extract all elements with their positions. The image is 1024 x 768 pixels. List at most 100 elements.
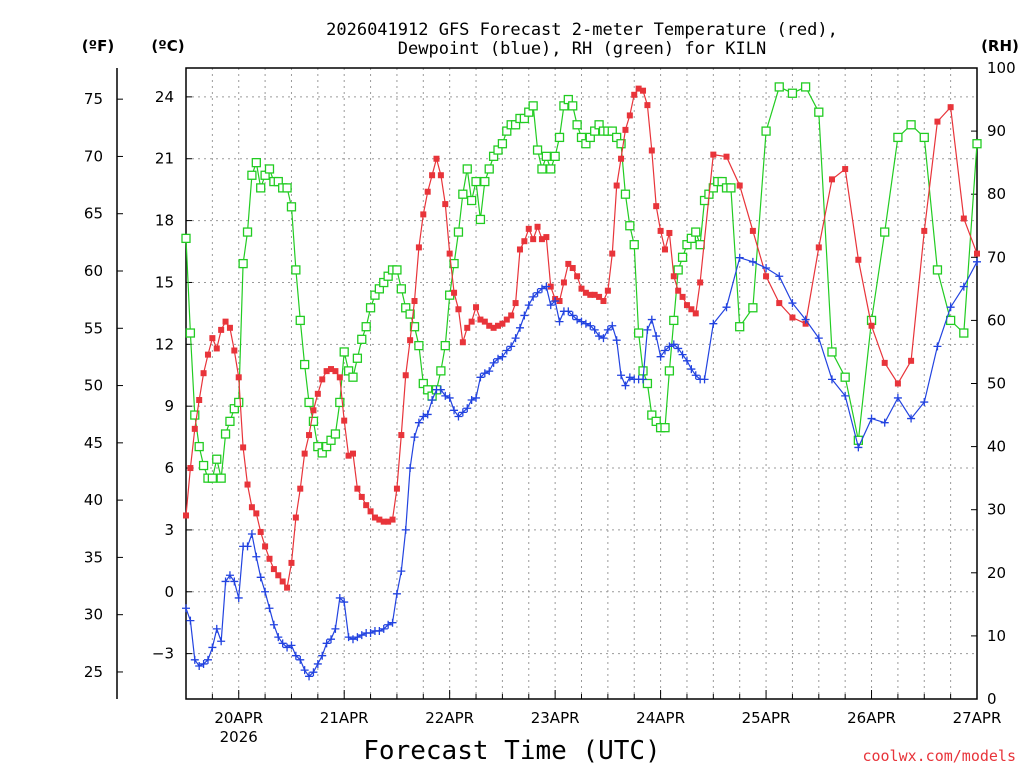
temperature-point [314, 390, 321, 397]
temperature-point [908, 357, 915, 364]
temperature-point [297, 485, 304, 492]
temperature-point [921, 227, 928, 234]
y-tick-label-celsius: −3 [152, 645, 174, 663]
dewpoint-point [959, 282, 968, 291]
temperature-point [222, 318, 229, 325]
temperature-point [341, 417, 348, 424]
rh-point [409, 322, 420, 332]
temperature-point [464, 324, 471, 331]
y-tick-label-rh: 30 [987, 501, 1006, 519]
dewpoint-series [182, 253, 981, 681]
temperature-point [266, 555, 273, 562]
dewpoint-point [691, 371, 700, 380]
rh-point [282, 183, 292, 193]
dewpoint-point [577, 317, 586, 326]
rh-point [814, 107, 824, 117]
dewpoint-point [357, 631, 366, 640]
rh-unit-label: (RH) [981, 37, 1019, 55]
temperature-point [600, 298, 607, 305]
dewpoint-point [529, 292, 538, 301]
x-tick-label: 27APR [953, 709, 1002, 727]
temperature-point [345, 452, 352, 459]
dewpoint-point [682, 356, 691, 365]
dewpoint-point [203, 655, 212, 664]
credit-link[interactable]: coolwx.com/models [862, 747, 1016, 765]
temperature-point [749, 227, 756, 234]
temperature-point [481, 318, 488, 325]
dewpoint-point [537, 284, 546, 293]
temperature-point [653, 203, 660, 210]
x-tick-label: 24APR [636, 709, 685, 727]
dewpoint-point [212, 624, 221, 633]
dewpoint-point [502, 346, 511, 355]
dewpoint-point [551, 297, 560, 306]
rh-point [304, 397, 314, 408]
dewpoint-point [573, 315, 582, 324]
dewpoint-point [441, 391, 450, 400]
dewpoint-point [788, 299, 797, 308]
rh-point [234, 397, 244, 408]
dewpoint-point [230, 577, 239, 586]
rh-point [616, 139, 626, 149]
temperature-point [613, 182, 620, 189]
temperature-point [815, 244, 822, 251]
temperature-point [530, 236, 537, 243]
rh-point [198, 460, 209, 471]
temperature-point [569, 265, 576, 272]
temperature-point [292, 514, 299, 521]
temperature-point [842, 166, 849, 173]
dewpoint-point [340, 598, 349, 607]
y-tick-label-celsius: 0 [164, 583, 174, 601]
dewpoint-point [379, 624, 388, 633]
dewpoint-point [375, 626, 384, 635]
y-tick-label-celsius: 24 [155, 88, 174, 106]
dewpoint-point [665, 342, 674, 351]
dewpoint-point [612, 336, 621, 345]
dewpoint-point [498, 352, 507, 361]
rh-series [181, 82, 982, 483]
rh-point [251, 157, 261, 168]
temperature-point [591, 291, 598, 298]
rh-point [735, 322, 745, 332]
dewpoint-point [674, 344, 683, 353]
temperature-point [679, 293, 686, 300]
dewpoint-point [221, 577, 230, 586]
rh-point [462, 164, 472, 174]
rh-point [726, 183, 736, 193]
temperature-point [389, 516, 396, 523]
y-tick-label-rh: 50 [987, 375, 1006, 393]
dewpoint-point [353, 633, 362, 642]
dewpoint-point [608, 321, 617, 330]
dewpoint-point [564, 307, 573, 316]
dewpoint-point [639, 375, 648, 384]
rh-point [620, 189, 631, 199]
rh-point [748, 303, 758, 313]
dewpoint-point [801, 315, 810, 324]
rh-point [247, 170, 257, 180]
temperature-point [336, 374, 343, 381]
x-axis-label: Forecast Time (UTC) [363, 736, 660, 766]
rh-point [677, 252, 688, 262]
dewpoint-point [454, 412, 463, 421]
rh-point [528, 101, 538, 111]
y-tick-label-fahrenheit: 65 [84, 205, 103, 223]
temperature-point [596, 293, 603, 300]
temperature-point [420, 211, 427, 218]
rh-point [414, 340, 424, 351]
y-tick-label-fahrenheit: 35 [84, 548, 103, 566]
temperature-point [657, 227, 664, 234]
temperature-point [648, 147, 655, 154]
temperature-point [477, 316, 484, 323]
temperature-point [736, 182, 743, 189]
temperature-point [855, 256, 862, 263]
rh-point [330, 429, 341, 439]
rh-point [449, 258, 459, 269]
dewpoint-point [617, 371, 626, 380]
dewpoint-point [709, 319, 718, 328]
rh-point [945, 315, 956, 326]
dewpoint-point [348, 635, 357, 644]
temperature-point [894, 380, 901, 387]
y-tick-label-rh: 10 [987, 627, 1006, 645]
temperature-point [538, 236, 545, 243]
